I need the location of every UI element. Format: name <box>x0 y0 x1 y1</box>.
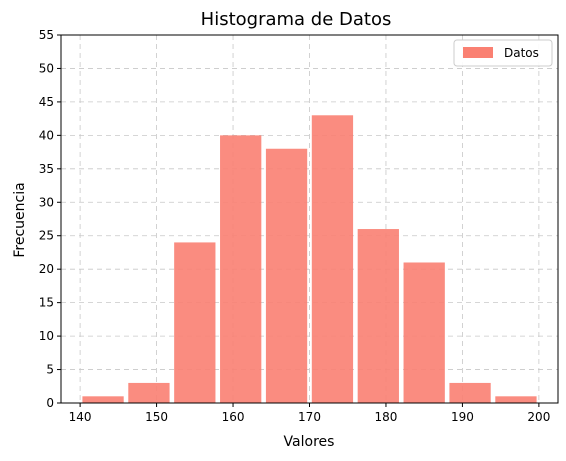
y-tick-label: 10 <box>39 329 54 343</box>
histogram-bar <box>82 396 123 403</box>
y-tick-label: 55 <box>39 28 54 42</box>
y-tick-label: 45 <box>39 95 54 109</box>
histogram-bar <box>358 229 399 403</box>
histogram-bar <box>495 396 536 403</box>
histogram-bar <box>404 262 445 403</box>
y-tick-label: 5 <box>46 363 54 377</box>
y-tick-label: 15 <box>39 296 54 310</box>
y-tick-label: 30 <box>39 195 54 209</box>
y-tick-label: 35 <box>39 162 54 176</box>
grid <box>61 35 558 403</box>
x-tick-label: 200 <box>527 410 550 424</box>
chart-title: Histograma de Datos <box>201 9 392 30</box>
histogram-bar <box>312 115 353 403</box>
legend: Datos <box>454 40 552 66</box>
x-tick-label: 170 <box>298 410 321 424</box>
legend-label: Datos <box>504 46 539 60</box>
histogram-bar <box>220 135 261 403</box>
histogram-bar <box>266 149 307 403</box>
x-axis-label: Valores <box>284 434 335 450</box>
y-tick-label: 20 <box>39 262 54 276</box>
legend-swatch <box>463 47 493 58</box>
y-axis-ticks: 0 5 10 15 20 25 30 35 40 45 50 55 <box>39 28 61 410</box>
x-tick-label: 140 <box>69 410 92 424</box>
histogram-bar <box>449 383 490 403</box>
x-tick-label: 180 <box>375 410 398 424</box>
y-axis-label: Frecuencia <box>12 182 28 257</box>
y-tick-label: 25 <box>39 229 54 243</box>
x-axis-ticks: 140 150 160 170 180 190 200 <box>69 403 551 424</box>
y-tick-label: 40 <box>39 128 54 142</box>
histogram-bar <box>174 242 215 403</box>
histogram-bar <box>128 383 169 403</box>
y-tick-label: 50 <box>39 61 54 75</box>
y-tick-label: 0 <box>46 396 54 410</box>
x-tick-label: 150 <box>145 410 168 424</box>
x-tick-label: 190 <box>451 410 474 424</box>
x-tick-label: 160 <box>222 410 245 424</box>
